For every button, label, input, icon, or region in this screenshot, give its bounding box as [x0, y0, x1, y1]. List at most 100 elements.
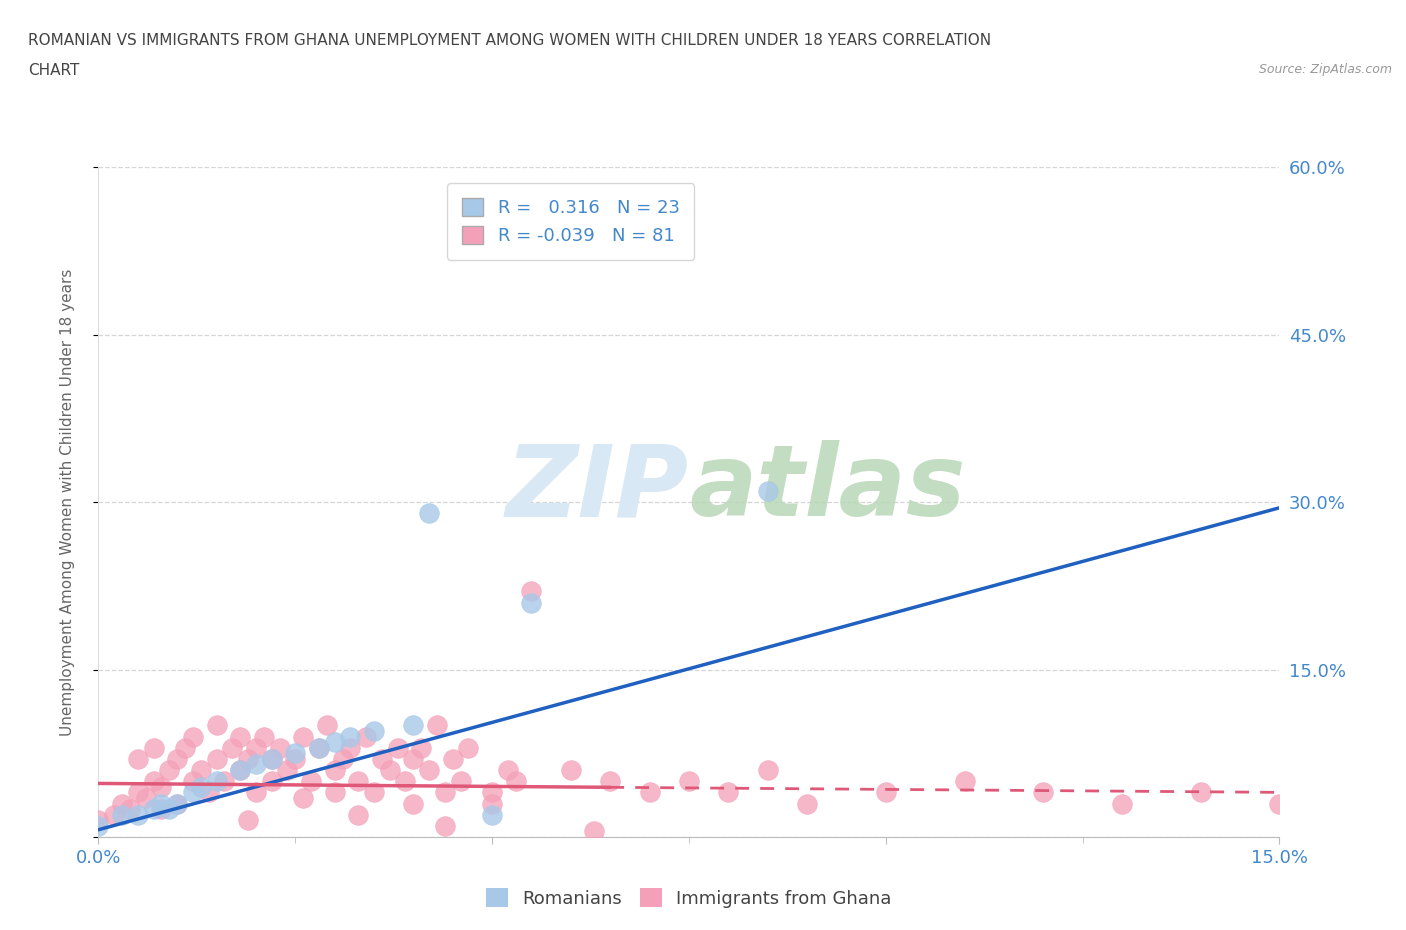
Point: [87, 818, 110, 833]
Point: [284, 746, 307, 761]
Point: [181, 774, 204, 789]
Point: [418, 506, 440, 521]
Point: [284, 751, 307, 766]
Point: [292, 790, 315, 805]
Point: [308, 740, 330, 755]
Point: [166, 796, 188, 811]
Point: [87, 813, 110, 828]
Point: [260, 774, 283, 789]
Point: [150, 802, 173, 817]
Point: [157, 763, 180, 777]
Y-axis label: Unemployment Among Women with Children Under 18 years: Unemployment Among Women with Children U…: [60, 269, 75, 736]
Point: [103, 807, 125, 822]
Point: [269, 740, 291, 755]
Point: [315, 718, 337, 733]
Point: [229, 729, 252, 744]
Point: [166, 751, 188, 766]
Point: [402, 718, 425, 733]
Point: [127, 785, 149, 800]
Point: [347, 774, 370, 789]
Point: [245, 740, 267, 755]
Text: Source: ZipAtlas.com: Source: ZipAtlas.com: [1258, 63, 1392, 76]
Point: [387, 740, 409, 755]
Point: [411, 740, 433, 755]
Point: [481, 785, 503, 800]
Point: [354, 729, 377, 744]
Point: [323, 735, 346, 750]
Point: [205, 751, 228, 766]
Point: [363, 724, 385, 738]
Point: [111, 796, 134, 811]
Point: [142, 740, 165, 755]
Point: [197, 785, 219, 800]
Point: [236, 813, 259, 828]
Point: [181, 785, 204, 800]
Point: [441, 751, 464, 766]
Point: [371, 751, 394, 766]
Point: [347, 807, 370, 822]
Point: [142, 802, 165, 817]
Point: [127, 807, 149, 822]
Point: [402, 751, 425, 766]
Text: ROMANIAN VS IMMIGRANTS FROM GHANA UNEMPLOYMENT AMONG WOMEN WITH CHILDREN UNDER 1: ROMANIAN VS IMMIGRANTS FROM GHANA UNEMPL…: [28, 33, 991, 47]
Point: [205, 774, 228, 789]
Point: [308, 740, 330, 755]
Point: [181, 729, 204, 744]
Point: [496, 763, 519, 777]
Point: [339, 729, 361, 744]
Point: [756, 763, 779, 777]
Point: [260, 751, 283, 766]
Point: [717, 785, 740, 800]
Point: [481, 807, 503, 822]
Point: [332, 751, 354, 766]
Point: [520, 595, 543, 610]
Point: [135, 790, 157, 805]
Text: CHART: CHART: [28, 63, 80, 78]
Point: [174, 740, 197, 755]
Point: [1189, 785, 1212, 800]
Text: ZIP: ZIP: [506, 440, 689, 538]
Point: [1268, 796, 1291, 811]
Point: [260, 751, 283, 766]
Text: atlas: atlas: [689, 440, 966, 538]
Point: [953, 774, 976, 789]
Point: [796, 796, 818, 811]
Point: [142, 774, 165, 789]
Point: [245, 785, 267, 800]
Point: [394, 774, 416, 789]
Point: [190, 763, 212, 777]
Point: [481, 796, 503, 811]
Point: [505, 774, 527, 789]
Point: [245, 757, 267, 772]
Point: [433, 818, 456, 833]
Point: [214, 774, 236, 789]
Point: [190, 779, 212, 794]
Point: [756, 484, 779, 498]
Legend: Romanians, Immigrants from Ghana: Romanians, Immigrants from Ghana: [479, 882, 898, 915]
Point: [583, 824, 606, 839]
Point: [150, 796, 173, 811]
Point: [426, 718, 449, 733]
Point: [253, 729, 276, 744]
Point: [166, 796, 188, 811]
Point: [363, 785, 385, 800]
Point: [450, 774, 472, 789]
Point: [150, 779, 173, 794]
Point: [221, 740, 243, 755]
Point: [339, 740, 361, 755]
Point: [276, 763, 298, 777]
Point: [678, 774, 700, 789]
Point: [418, 763, 440, 777]
Point: [638, 785, 661, 800]
Point: [323, 785, 346, 800]
Point: [378, 763, 401, 777]
Point: [229, 763, 252, 777]
Point: [292, 729, 315, 744]
Point: [599, 774, 621, 789]
Point: [111, 807, 134, 822]
Point: [323, 763, 346, 777]
Point: [1111, 796, 1133, 811]
Point: [127, 751, 149, 766]
Point: [1032, 785, 1054, 800]
Point: [205, 718, 228, 733]
